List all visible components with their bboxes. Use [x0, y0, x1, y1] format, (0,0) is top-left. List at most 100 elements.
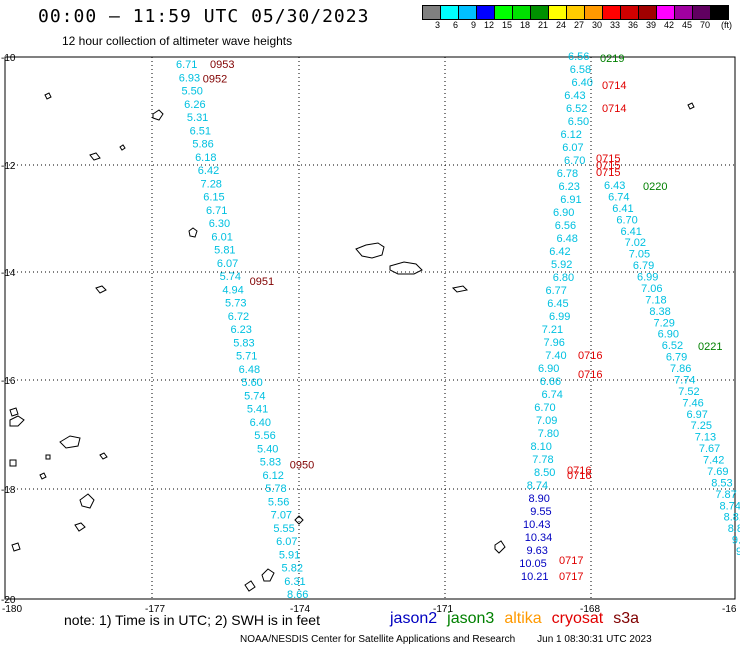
island-outline [59, 435, 81, 449]
wave-height-value: 5.73 [225, 298, 246, 310]
wave-height-value: 5.92 [551, 259, 572, 271]
x-tick-label: -16 [722, 604, 737, 615]
wave-height-value: 9.1 [732, 535, 740, 547]
wave-height-value: 5.83 [233, 337, 254, 349]
wave-height-value: 6.56 [568, 51, 589, 63]
island-outline [9, 459, 17, 467]
wave-height-value: 8.90 [529, 493, 550, 505]
coastlines [9, 92, 695, 592]
wave-height-value: 5.83 [260, 457, 281, 469]
wave-height-value: 7.69 [707, 466, 728, 478]
wave-height-value: 8.74 [527, 480, 548, 492]
wave-height-value: 6.41 [612, 203, 633, 215]
wave-height-value: 7.96 [544, 337, 565, 349]
wave-height-value: 7.78 [532, 454, 553, 466]
x-tick-label: -180 [2, 604, 22, 615]
wave-height-value: 6.50 [568, 116, 589, 128]
island-outline [95, 285, 107, 294]
wave-height-value: 6.18 [195, 152, 216, 164]
island-outline [39, 472, 47, 480]
legend-tick: 3 [434, 20, 440, 30]
map-frame [4, 56, 736, 600]
legend-swatch [440, 5, 458, 20]
footer-note: note: 1) Time is in UTC; 2) SWH is in fe… [64, 612, 320, 628]
time-label: 0716 [578, 369, 602, 381]
wave-height-value: 6.91 [560, 194, 581, 206]
wave-height-value: 6.23 [559, 181, 580, 193]
legend-swatch [476, 5, 494, 20]
time-label: 0715 [596, 160, 620, 172]
wave-height-value: 9.63 [527, 545, 548, 557]
legend-tick: 42 [663, 20, 674, 30]
wave-height-value: 6.43 [564, 90, 585, 102]
y-tick-label: -12 [1, 161, 16, 172]
wave-height-value: 6.74 [542, 389, 563, 401]
legend-tick: 21 [537, 20, 548, 30]
legend-tick: 33 [609, 20, 620, 30]
island-outline [494, 540, 506, 554]
wave-height-value: 6.48 [557, 233, 578, 245]
wave-height-value: 8.38 [649, 306, 670, 318]
island-outline [44, 92, 52, 100]
wave-height-value: 6.15 [203, 192, 224, 204]
wave-height-value: 6.71 [176, 59, 197, 71]
legend-swatch [494, 5, 512, 20]
legend-swatch [638, 5, 656, 20]
wave-height-value: 6.79 [633, 260, 654, 272]
legend-tick: 70 [699, 20, 710, 30]
island-outline [89, 152, 101, 161]
island-outline [74, 522, 86, 532]
y-tick-label: -20 [1, 595, 16, 606]
wave-height-value: 7.46 [682, 397, 703, 409]
island-outline [9, 415, 25, 427]
island-outline [244, 580, 256, 592]
wave-height-value: 5.31 [187, 112, 208, 124]
wave-height-value: 6.45 [547, 298, 568, 310]
wave-height-value: 10.05 [519, 558, 547, 570]
island-outline [119, 144, 126, 151]
time-label: 0221 [698, 341, 722, 353]
legend-swatch [620, 5, 638, 20]
wave-height-value: 6.90 [538, 363, 559, 375]
wave-height-value: 10.21 [521, 571, 549, 583]
island-outline [355, 242, 385, 259]
legend-swatch [512, 5, 530, 20]
island-outline [687, 102, 695, 110]
wave-height-value: 6.90 [553, 207, 574, 219]
y-tick-label: -18 [1, 485, 16, 496]
island-outline [79, 493, 95, 509]
legend-swatch [710, 5, 729, 20]
east-track: 6.436.746.416.706.417.027.056.796.997.06… [600, 53, 740, 558]
wave-height-value: 7.67 [699, 443, 720, 455]
west-track: 6.716.935.506.265.316.515.866.186.427.28… [176, 59, 314, 601]
time-label: 0220 [643, 181, 667, 193]
wave-height-value: 8.8 [728, 523, 740, 535]
island-outline [9, 407, 19, 417]
wave-height-value: 5.55 [273, 523, 294, 535]
wave-height-value: 6.23 [231, 324, 252, 336]
satellite-label: altika [504, 610, 542, 627]
wave-height-value: 5.78 [265, 483, 286, 495]
y-tick-label: -14 [1, 268, 16, 279]
wave-height-value: 6.90 [658, 329, 679, 341]
x-tick-label: -168 [580, 604, 600, 615]
satellite-label: cryosat [551, 610, 604, 627]
island-outline [188, 227, 198, 238]
wave-height-value: 5.56 [268, 496, 289, 508]
wave-height-value: 6.78 [557, 168, 578, 180]
legend-swatch [548, 5, 566, 20]
legend-swatch [602, 5, 620, 20]
wave-height-value: 5.56 [254, 430, 275, 442]
legend-swatch [674, 5, 692, 20]
wave-height-value: 6.52 [566, 103, 587, 115]
legend-tick: 24 [555, 20, 566, 30]
legend-tick: 30 [591, 20, 602, 30]
y-tick-label: -10 [1, 53, 16, 64]
wave-height-value: 7.42 [703, 455, 724, 467]
lat-lon-grid [5, 57, 735, 599]
time-label: 0953 [210, 59, 234, 71]
wave-height-value: 6.07 [217, 258, 238, 270]
wave-height-value: 7.80 [538, 428, 559, 440]
wave-height-value: 6.48 [239, 364, 260, 376]
